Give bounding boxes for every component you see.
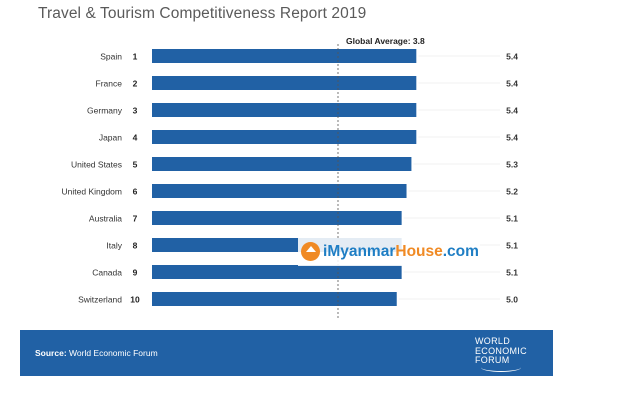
rank-label: 8 [133,241,138,251]
value-label: 5.1 [506,241,518,251]
value-label: 5.1 [506,214,518,224]
category-label: Germany [87,106,123,116]
watermark: iMyanmarHouse.com [298,238,480,266]
source-footer: Source: World Economic Forum WORLD ECONO… [20,330,553,376]
bar [152,184,407,198]
wef-logo: WORLD ECONOMIC FORUM [475,336,547,372]
source-text: World Economic Forum [69,348,158,358]
category-label: Australia [89,214,122,224]
rank-label: 7 [133,214,138,224]
rank-label: 9 [133,268,138,278]
value-label: 5.4 [506,79,518,89]
value-label: 5.1 [506,268,518,278]
category-label: France [96,79,123,89]
rank-label: 4 [133,133,138,143]
house-logo-icon [301,242,320,261]
rank-label: 10 [130,295,140,305]
wef-logo-line3: FORUM [475,355,510,365]
category-label: Canada [92,268,122,278]
category-label: Switzerland [78,295,122,305]
value-label: 5.4 [506,52,518,62]
rank-label: 5 [133,160,138,170]
rank-label: 1 [133,52,138,62]
value-label: 5.3 [506,160,518,170]
rank-label: 6 [133,187,138,197]
bar [152,265,402,279]
category-label: Italy [106,241,122,251]
category-label: United States [71,160,122,170]
value-label: 5.0 [506,295,518,305]
bar [152,130,417,144]
bar [152,292,397,306]
source-label: Source: [35,348,67,358]
category-label: Japan [99,133,122,143]
average-label: Global Average: 3.8 [346,36,425,46]
bar [152,76,417,90]
watermark-text: iMyanmarHouse.com [323,243,479,260]
value-label: 5.4 [506,133,518,143]
chart-title: Travel & Tourism Competitiveness Report … [38,5,367,22]
value-label: 5.2 [506,187,518,197]
rank-label: 3 [133,106,138,116]
bar [152,103,417,117]
bar-chart: Spain 1 5.4 France 2 5.4 Germany 3 5.4 Japan 4 5.4 U… [62,36,518,318]
bar [152,157,412,171]
category-label: United Kingdom [62,187,122,197]
wef-logo-arc [481,363,521,372]
category-label: Spain [100,52,122,62]
rank-label: 2 [133,79,138,89]
bar [152,49,417,63]
wef-logo-line2: ECONOMIC [475,345,527,356]
source-note: Source: World Economic Forum [35,348,158,358]
value-label: 5.4 [506,106,518,116]
bar [152,211,402,225]
wef-logo-line1: WORLD [475,336,510,346]
